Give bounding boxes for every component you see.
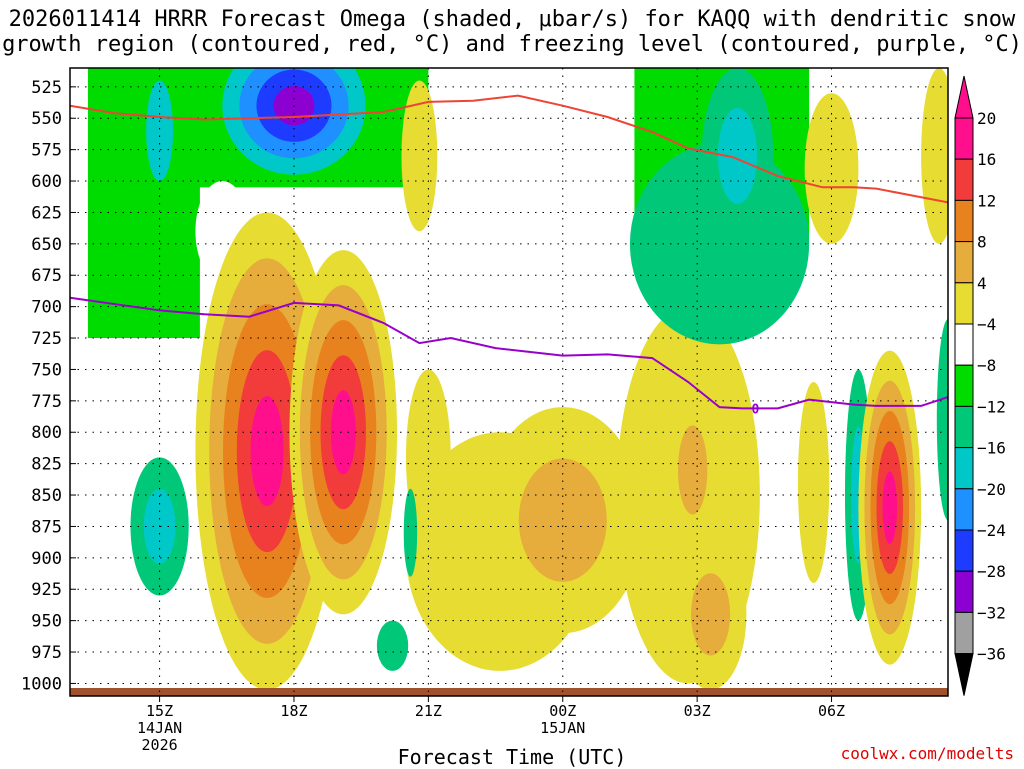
y-tick-label-575: 575 [31,141,62,161]
x-tick-label-27-0: 03Z [684,702,711,720]
small-ascent-low-level--8 [376,620,409,671]
colorbar-label-10: −24 [977,521,1006,540]
y-tick-label-825: 825 [31,455,62,475]
late-edge-ascent-level--8 [936,319,948,521]
y-tick-label-800: 800 [31,423,62,443]
contours: 0 [70,94,948,417]
colorbar-label-5: −4 [977,315,996,334]
y-tick-label-850: 850 [31,486,62,506]
colorbar-box-1 [954,158,974,201]
chart-title-line-1: 2026011414 HRRR Forecast Omega (shaded, … [8,7,1016,32]
colorbar-box-2 [954,199,974,243]
colorbar-label-8: −16 [977,439,1006,458]
y-tick-label-975: 975 [31,643,62,663]
plot-frame [69,67,949,697]
x-tick-label-30-0: 06Z [818,702,845,720]
colorbar-box-9 [954,488,974,531]
small-ascent-level--8 [403,488,418,577]
x-tick-label-15-2: 2026 [142,736,178,754]
colorbar-box-5 [954,323,974,366]
y-tick-label-950: 950 [31,612,62,632]
colorbar-box-11 [954,570,974,613]
upper-mid-ascent-core-level--12 [717,107,758,204]
colorbar-box-10 [954,529,974,572]
colorbar-box-6 [954,364,974,407]
y-tick-label-775: 775 [31,392,62,412]
chart-title-line-2: growth region (contoured, red, °C) and f… [2,32,1022,57]
freezing-level-contour [70,296,948,410]
late-descent-level-20 [882,471,898,544]
x-tick-label-24-1: 15JAN [540,719,585,737]
colorbar-label-13: −36 [977,645,1006,664]
y-tick-label-875: 875 [31,517,62,537]
terrain-strip [70,688,948,696]
colorbar-label-0: 20 [977,109,996,128]
x-tick-label-24-0: 00Z [549,702,576,720]
freezing-level-label: 0 [751,402,759,417]
colorbar-box-0 [954,117,974,160]
afternoon-descent-mid-level-8 [518,458,607,582]
colorbar-label-11: −28 [977,562,1006,581]
late-upper-descent-level-4 [804,93,859,244]
y-tick-label-675: 675 [31,266,62,286]
colorbar-box-12 [954,611,974,655]
y-tick-label-925: 925 [31,580,62,600]
x-tick-label-21-0: 21Z [415,702,442,720]
x-tick-label-15-0: 15Z [146,702,173,720]
afternoon-descent-low-level-8 [691,573,731,656]
colorbar-label-1: 16 [977,150,996,169]
x-axis-label: Forecast Time (UTC) [397,745,627,769]
x-tick-label-15-1: 14JAN [137,719,182,737]
colorbar-box-4 [954,282,974,325]
late-mid-descent-level-4 [797,382,830,583]
colorbar-label-4: 4 [977,274,987,293]
main-descent-west-level-20 [250,396,284,507]
y-tick-label-600: 600 [31,172,62,192]
y-tick-label-525: 525 [31,78,62,98]
colorbar-label-6: −8 [977,356,996,375]
mid-upper-descent-level-4 [401,80,438,232]
y-axis-ticks: 525 550 575 600 625 650 675 700 725 750 775 800 825 8… [21,78,76,694]
late-upper-descent-edge-level-4 [921,68,948,244]
dendritic-growth-contour [70,94,948,204]
y-tick-label-550: 550 [31,109,62,129]
colorbar-label-7: −12 [977,397,1006,416]
y-tick-label-900: 900 [31,549,62,569]
main-descent-east-level-20 [330,390,356,475]
colorbar-box-8 [954,447,974,490]
y-tick-label-650: 650 [31,235,62,255]
credit-text: coolwx.com/modelts [840,744,1014,763]
colorbar-box-3 [954,241,974,284]
x-tick-label-18-0: 18Z [280,702,307,720]
upper-left-ascent-lower [87,181,200,339]
colorbar-label-2: 12 [977,191,996,210]
colorbar-label-3: 8 [977,233,987,252]
y-tick-label-625: 625 [31,203,62,223]
colorbar-top-arrow [954,75,974,119]
colorbar-label-9: −20 [977,480,1006,499]
y-tick-label-1000: 1000 [21,674,62,694]
y-tick-label-725: 725 [31,329,62,349]
upper-left-thin-level--12 [146,80,174,182]
y-tick-label-700: 700 [31,298,62,318]
colorbar: 20 16 12 8 4 −4 −8 −12 −16 −20 −24 −28 −32 −36 [954,75,1006,696]
y-tick-label-750: 750 [31,360,62,380]
omega-shading [70,68,948,696]
afternoon-descent-east-core-level-8 [678,425,708,515]
colorbar-label-12: −32 [977,603,1006,622]
colorbar-bottom-arrow [954,653,974,696]
afternoon-descent-north-level-4 [405,369,451,546]
colorbar-box-7 [954,405,974,449]
